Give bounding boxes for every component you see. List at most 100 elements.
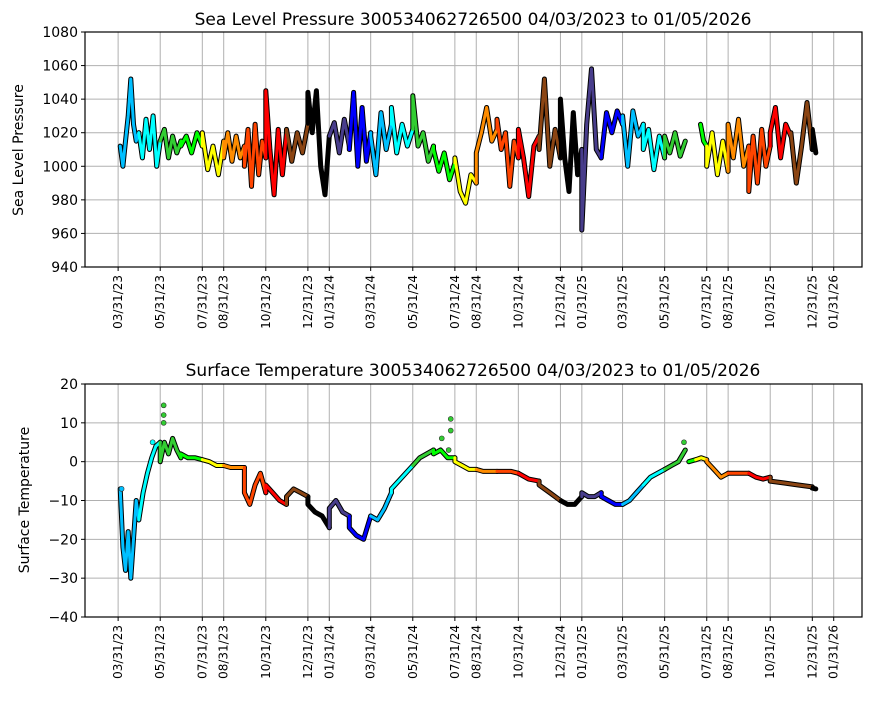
y-tick-label: −40 bbox=[48, 610, 78, 626]
data-point bbox=[160, 402, 167, 409]
series-segment-15 bbox=[432, 448, 457, 460]
x-tick-label: 10/31/25 bbox=[763, 275, 777, 329]
series-segment-14 bbox=[411, 448, 435, 467]
x-tick-label: 05/31/25 bbox=[658, 625, 672, 679]
y-tick-label: 940 bbox=[51, 260, 78, 276]
x-tick-label: 12/31/24 bbox=[553, 625, 567, 679]
x-tick-label: 01/31/26 bbox=[827, 625, 841, 679]
x-tick-label: 01/31/25 bbox=[575, 275, 589, 329]
x-tick-label: 03/31/23 bbox=[111, 625, 125, 679]
series-segment-18 bbox=[495, 469, 520, 475]
axes-frame bbox=[84, 31, 863, 268]
y-tick-label: 960 bbox=[51, 226, 78, 242]
y-tick-label: −20 bbox=[48, 532, 78, 548]
series-segment-2 bbox=[158, 436, 183, 464]
x-tick-label: 08/31/23 bbox=[217, 625, 231, 679]
series-segment-25 bbox=[641, 122, 667, 172]
y-tick-label: −10 bbox=[48, 494, 78, 510]
x-tick-label: 01/31/24 bbox=[322, 275, 336, 329]
x-tick-label: 03/31/25 bbox=[616, 625, 630, 679]
data-point bbox=[445, 447, 452, 453]
x-tick-label: 05/31/24 bbox=[406, 625, 420, 679]
sea-level-pressure-plot: Sea Level Pressure 300534062726500 04/03… bbox=[11, 10, 863, 329]
x-tick-label: 03/31/24 bbox=[364, 625, 378, 679]
series-segment-17 bbox=[474, 106, 499, 185]
series-segment-22 bbox=[580, 67, 603, 232]
x-tick-label: 12/31/25 bbox=[805, 625, 819, 679]
x-tick-label: 12/31/23 bbox=[301, 625, 315, 679]
x-tick-label: 12/31/25 bbox=[805, 275, 819, 329]
x-tick-label: 08/31/25 bbox=[721, 275, 735, 329]
y-tick-label: 20 bbox=[60, 377, 78, 393]
data-point bbox=[149, 439, 156, 446]
series-segment-7 bbox=[264, 89, 288, 197]
x-tick-label: 08/31/25 bbox=[721, 625, 735, 679]
x-tick-label: 10/31/24 bbox=[511, 625, 525, 679]
series-segment-12 bbox=[369, 111, 393, 177]
series-segment-29 bbox=[705, 458, 730, 479]
x-tick-label: 10/31/23 bbox=[259, 275, 273, 329]
series-segment-23 bbox=[599, 109, 625, 160]
series-segment-16 bbox=[453, 456, 478, 471]
series-segment-20 bbox=[537, 479, 562, 502]
series-segment-11 bbox=[347, 514, 373, 541]
x-tick-label: 08/31/24 bbox=[469, 275, 483, 329]
y-tick-label: 1080 bbox=[42, 25, 78, 41]
series-segment-13 bbox=[389, 106, 415, 155]
y-tick-label: 0 bbox=[69, 455, 78, 471]
series-segment-20 bbox=[537, 77, 562, 168]
series-segment-33 bbox=[810, 485, 818, 491]
series-segment-28 bbox=[694, 456, 709, 462]
series-segment-7 bbox=[264, 483, 288, 506]
series-segment-27 bbox=[699, 122, 709, 148]
x-tick-label: 01/31/26 bbox=[827, 275, 841, 329]
series-segment-32 bbox=[768, 475, 814, 489]
x-tick-label: 07/31/23 bbox=[195, 275, 209, 329]
x-tick-label: 05/31/25 bbox=[658, 275, 672, 329]
series-segment-6 bbox=[242, 466, 268, 506]
x-tick-label: 01/31/24 bbox=[322, 625, 336, 679]
series-segment-3 bbox=[179, 131, 204, 155]
x-tick-label: 08/31/23 bbox=[217, 275, 231, 329]
data-point bbox=[118, 486, 125, 492]
series-segment-21 bbox=[558, 495, 584, 506]
data-point bbox=[160, 420, 167, 426]
series-segment-12 bbox=[369, 491, 393, 522]
series-segment-26 bbox=[663, 131, 687, 160]
series-segment-0 bbox=[118, 77, 141, 168]
series-segment-17 bbox=[474, 467, 499, 473]
y-tick-label: 10 bbox=[60, 416, 78, 432]
x-tick-label: 07/31/25 bbox=[700, 625, 714, 679]
data-point bbox=[160, 412, 167, 418]
surface-temperature-plot: Surface Temperature 300534062726500 04/0… bbox=[17, 361, 863, 679]
series-segment-33 bbox=[810, 127, 818, 155]
x-tick-label: 01/31/25 bbox=[575, 625, 589, 679]
series-segment-23 bbox=[599, 491, 625, 506]
series-segment-29 bbox=[726, 117, 751, 173]
y-tick-label: 1060 bbox=[42, 59, 78, 75]
series-segment-26 bbox=[663, 448, 687, 471]
series-segment-25 bbox=[641, 467, 667, 487]
data-point bbox=[681, 439, 687, 446]
y-tick-label: 1000 bbox=[42, 159, 78, 175]
series-segment-31 bbox=[747, 471, 772, 481]
y-tick-label: 1040 bbox=[42, 92, 78, 108]
series-segment-22 bbox=[580, 491, 603, 499]
series-segment-9 bbox=[306, 89, 331, 197]
y-tick-label: 1020 bbox=[42, 126, 78, 142]
x-tick-label: 03/31/23 bbox=[111, 275, 125, 329]
series-segment-21 bbox=[558, 97, 584, 193]
series-segment-1 bbox=[137, 440, 162, 522]
series-segment-1 bbox=[137, 114, 162, 168]
x-tick-label: 08/31/24 bbox=[469, 625, 483, 679]
x-tick-label: 07/31/24 bbox=[448, 625, 462, 679]
axes-frame bbox=[84, 383, 863, 618]
x-tick-label: 10/31/23 bbox=[259, 625, 273, 679]
x-tick-label: 03/31/25 bbox=[616, 275, 630, 329]
series-segment-16 bbox=[453, 156, 478, 205]
series-segment-30 bbox=[747, 127, 772, 193]
data-point bbox=[438, 435, 445, 442]
series-segment-6 bbox=[242, 122, 268, 188]
series-segment-2 bbox=[158, 127, 183, 160]
